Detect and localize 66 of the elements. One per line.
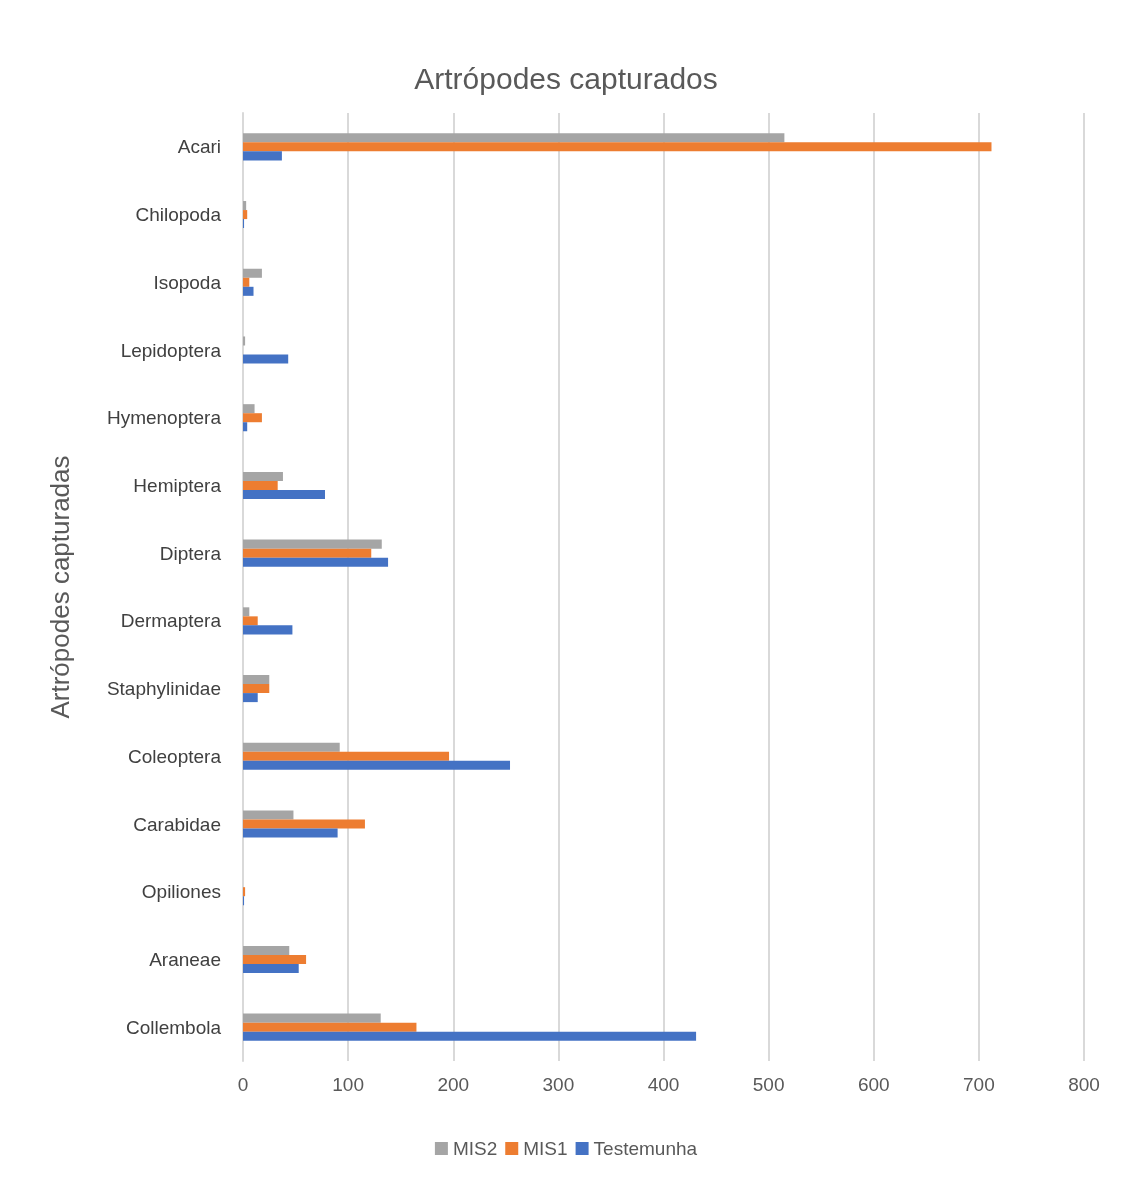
bar <box>243 210 248 220</box>
legend-label: Testemunha <box>593 1138 698 1159</box>
bar <box>243 751 450 761</box>
bar <box>243 742 340 752</box>
x-tick-label: 600 <box>857 1074 890 1095</box>
bar <box>243 539 382 549</box>
x-tick-label: 200 <box>437 1074 470 1095</box>
bar <box>243 557 389 567</box>
bar <box>243 489 325 499</box>
bar <box>243 142 992 152</box>
bar <box>243 693 258 703</box>
y-tick-label: Dermaptera <box>120 610 222 632</box>
y-tick-label: Carabidae <box>133 813 221 835</box>
bar <box>243 887 246 897</box>
bar <box>243 1013 381 1023</box>
bar <box>243 422 248 432</box>
bar <box>243 607 250 617</box>
y-tick-label: Hemiptera <box>133 474 222 496</box>
bar <box>243 684 270 694</box>
bar <box>243 810 294 820</box>
bar <box>243 625 293 635</box>
y-tick-label: Hymenoptera <box>106 407 222 429</box>
bar <box>243 675 270 685</box>
y-tick-label: Chilopoda <box>135 204 222 226</box>
bar <box>243 151 282 161</box>
x-tick-label: 0 <box>237 1074 249 1095</box>
bar <box>243 760 511 770</box>
chart-title: Artrópodes capturados <box>414 61 718 95</box>
y-tick-label: Opiliones <box>141 881 221 903</box>
bar <box>243 954 307 964</box>
legend-label: MIS1 <box>523 1138 568 1159</box>
bar <box>243 963 299 973</box>
bar <box>243 480 278 490</box>
x-tick-label: 700 <box>963 1074 995 1095</box>
bar <box>243 471 283 481</box>
bar <box>243 201 247 211</box>
bar <box>243 1031 697 1041</box>
bar <box>243 336 246 346</box>
bar <box>243 277 250 287</box>
legend-label: MIS2 <box>452 1138 498 1159</box>
bar <box>243 354 289 364</box>
y-tick-label: Acari <box>177 136 221 158</box>
bar <box>243 828 338 838</box>
y-tick-label: Collembola <box>125 1016 222 1038</box>
bar <box>243 819 365 829</box>
x-tick-label: 400 <box>647 1074 680 1095</box>
bar <box>243 548 372 558</box>
bar <box>243 616 258 626</box>
x-tick-label: 300 <box>542 1074 575 1095</box>
y-axis-title: Artrópodes capturadas <box>45 455 75 719</box>
y-tick-label: Coleoptera <box>128 745 222 767</box>
bar <box>243 268 262 278</box>
bar <box>243 945 290 955</box>
bar <box>243 286 254 296</box>
bar <box>243 1022 417 1032</box>
x-tick-label: 100 <box>332 1074 364 1095</box>
y-tick-label: Araneae <box>149 948 221 970</box>
y-tick-label: Diptera <box>159 542 222 564</box>
bar <box>243 413 262 423</box>
y-tick-label: Isopoda <box>153 271 222 293</box>
x-tick-label: 500 <box>752 1074 785 1095</box>
bar <box>243 133 785 143</box>
y-tick-label: Lepidoptera <box>120 339 222 361</box>
y-tick-label: Staphylinidae <box>106 678 221 700</box>
x-tick-label: 800 <box>1068 1074 1100 1095</box>
bar <box>243 404 255 414</box>
